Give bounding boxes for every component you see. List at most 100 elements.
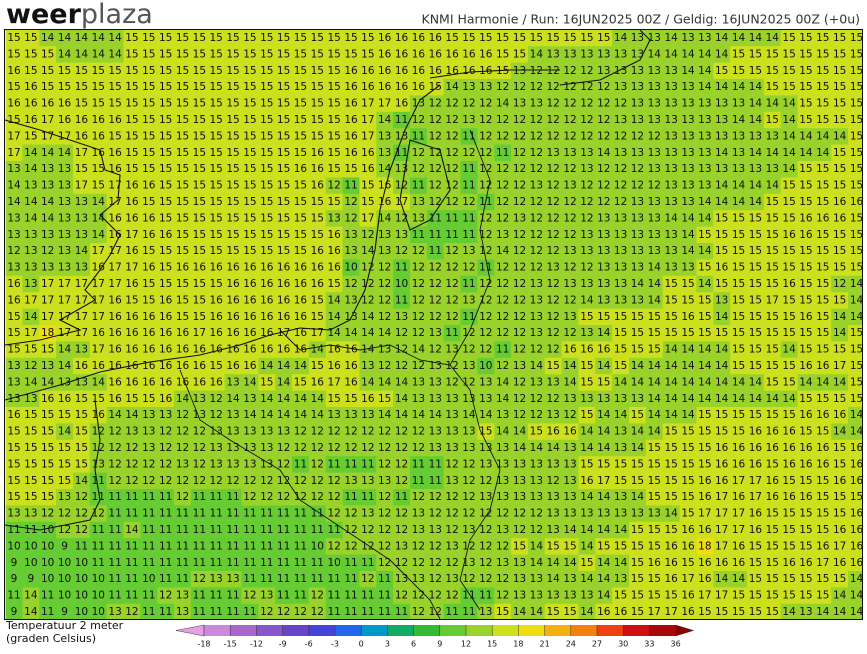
- field-cell: [106, 79, 125, 96]
- temperature-value: 12: [412, 540, 425, 552]
- field-cell: [612, 30, 630, 47]
- temperature-value: 15: [816, 180, 829, 192]
- temperature-value: 12: [547, 393, 560, 405]
- temperature-value: 15: [429, 81, 442, 93]
- temperature-value: 16: [226, 311, 240, 323]
- temperature-value: 15: [277, 81, 290, 93]
- temperature-value: 10: [75, 606, 88, 618]
- temperature-value: 15: [193, 196, 206, 208]
- colorbar-tick-label: 0: [359, 640, 364, 649]
- temperature-value: 16: [24, 81, 38, 93]
- temperature-value: 16: [327, 229, 341, 241]
- temperature-value: 15: [766, 376, 779, 388]
- temperature-value: 11: [462, 278, 475, 290]
- temperature-value: 12: [294, 606, 307, 618]
- temperature-value: 15: [277, 196, 290, 208]
- temperature-value: 11: [243, 573, 256, 585]
- temperature-value: 12: [344, 212, 357, 224]
- temperature-value: 15: [664, 442, 677, 454]
- field-cell: [89, 95, 108, 113]
- temperature-value: 16: [226, 294, 240, 306]
- temperature-value: 13: [260, 442, 273, 454]
- temperature-value: 15: [681, 508, 694, 520]
- temperature-value: 12: [176, 491, 189, 503]
- temperature-value: 15: [597, 458, 610, 470]
- temperature-value: 15: [226, 130, 239, 142]
- field-cell: [89, 46, 108, 64]
- temperature-value: 15: [648, 344, 661, 356]
- temperature-value: 11: [496, 147, 509, 159]
- temperature-value: 12: [631, 180, 644, 192]
- temperature-value: 17: [24, 327, 37, 339]
- temperature-value: 15: [698, 426, 711, 438]
- field-cell: [325, 79, 344, 96]
- temperature-value: 12: [378, 311, 391, 323]
- temperature-value: 12: [75, 524, 88, 536]
- temperature-value: 13: [597, 212, 610, 224]
- temperature-value: 14: [698, 278, 712, 290]
- temperature-value: 15: [547, 360, 560, 372]
- temperature-value: 14: [631, 376, 645, 388]
- temperature-value: 13: [58, 212, 71, 224]
- temperature-value: 15: [799, 32, 812, 44]
- temperature-value: 12: [462, 196, 475, 208]
- temperature-value: 16: [108, 212, 122, 224]
- temperature-value: 13: [664, 196, 677, 208]
- temperature-value: 15: [732, 245, 745, 257]
- temperature-value: 13: [631, 98, 644, 110]
- field-cell: [106, 62, 125, 80]
- temperature-value: 13: [631, 294, 644, 306]
- temperature-value: 9: [61, 540, 68, 552]
- temperature-value: 12: [648, 130, 661, 142]
- temperature-value: 13: [681, 180, 694, 192]
- temperature-value: 13: [766, 163, 779, 175]
- temperature-value: 16: [816, 360, 830, 372]
- field-cell: [56, 46, 74, 64]
- temperature-value: 13: [681, 114, 694, 126]
- temperature-value: 12: [547, 163, 560, 175]
- temperature-value: 15: [58, 442, 71, 454]
- temperature-value: 11: [277, 557, 290, 569]
- temperature-value: 11: [108, 557, 121, 569]
- temperature-value: 14: [58, 344, 72, 356]
- temperature-value: 15: [193, 212, 206, 224]
- field-cell: [645, 46, 664, 64]
- field-cell: [308, 46, 327, 64]
- temperature-value: 13: [597, 508, 610, 520]
- temperature-value: 12: [496, 130, 509, 142]
- field-cell: [393, 62, 411, 80]
- temperature-value: 12: [344, 426, 357, 438]
- temperature-value: 17: [125, 262, 138, 274]
- temperature-value: 13: [681, 98, 694, 110]
- temperature-value: 16: [7, 98, 21, 110]
- field-cell: [763, 30, 782, 47]
- temperature-value: 11: [412, 130, 425, 142]
- temperature-value: 10: [41, 573, 54, 585]
- temperature-value: 15: [159, 180, 172, 192]
- temperature-value: 12: [412, 327, 425, 339]
- temperature-value: 10: [75, 557, 88, 569]
- temperature-value: 15: [159, 130, 172, 142]
- temperature-value: 14: [698, 393, 712, 405]
- temperature-value: 14: [833, 130, 847, 142]
- field-cell: [511, 30, 529, 47]
- field-cell: [763, 62, 782, 80]
- temperature-value: 13: [159, 409, 172, 421]
- temperature-value: 11: [176, 540, 189, 552]
- temperature-value: 16: [698, 557, 712, 569]
- field-cell: [275, 62, 293, 80]
- temperature-value: 15: [226, 65, 239, 77]
- temperature-value: 15: [159, 278, 172, 290]
- temperature-value: 12: [547, 114, 560, 126]
- temperature-value: 15: [614, 590, 627, 602]
- temperature-value: 12: [530, 114, 543, 126]
- temperature-value: 15: [766, 48, 779, 60]
- temperature-value: 14: [715, 360, 729, 372]
- temperature-value: 15: [226, 229, 239, 241]
- temperature-value: 11: [7, 590, 20, 602]
- temperature-value: 12: [125, 458, 138, 470]
- temperature-value: 13: [7, 376, 20, 388]
- temperature-value: 10: [311, 540, 324, 552]
- temperature-value: 15: [193, 180, 206, 192]
- field-cell: [106, 30, 125, 47]
